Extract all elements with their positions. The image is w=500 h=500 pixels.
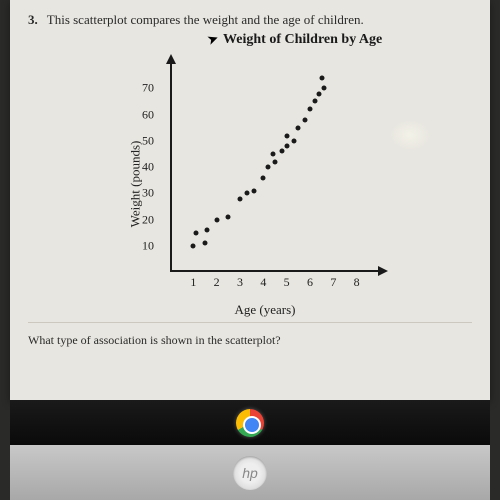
data-point [308, 107, 313, 112]
x-tick: 5 [284, 275, 290, 290]
worksheet-paper: 3. This scatterplot compares the weight … [10, 0, 490, 400]
y-axis-arrow-icon [166, 54, 176, 64]
y-tick: 30 [142, 186, 154, 201]
x-axis [170, 270, 380, 272]
data-point [322, 86, 327, 91]
laptop-body: hp [10, 445, 490, 500]
y-axis-label: Weight (pounds) [127, 141, 143, 228]
data-point [205, 228, 210, 233]
x-tick: 2 [214, 275, 220, 290]
data-point [270, 151, 275, 156]
data-point [317, 91, 322, 96]
data-point [312, 99, 317, 104]
chrome-icon[interactable] [236, 409, 264, 437]
data-point [280, 149, 285, 154]
data-point [273, 159, 278, 164]
cursor-icon: ➤ [205, 31, 220, 49]
data-point [266, 165, 271, 170]
y-tick: 50 [142, 133, 154, 148]
data-point [238, 196, 243, 201]
scatter-chart: Weight (pounds) Age (years) 102030405060… [100, 54, 400, 314]
taskbar [10, 400, 490, 445]
data-point [291, 138, 296, 143]
question-text: This scatterplot compares the weight and… [47, 12, 364, 27]
data-point [226, 214, 231, 219]
hp-logo-icon: hp [233, 456, 267, 490]
data-point [319, 75, 324, 80]
x-tick: 3 [237, 275, 243, 290]
x-axis-arrow-icon [378, 266, 388, 276]
x-tick: 7 [330, 275, 336, 290]
question-number: 3. [28, 12, 38, 27]
data-point [261, 175, 266, 180]
x-tick: 1 [190, 275, 196, 290]
y-tick: 40 [142, 160, 154, 175]
y-tick: 10 [142, 238, 154, 253]
y-tick: 20 [142, 212, 154, 227]
data-point [193, 230, 198, 235]
data-point [284, 144, 289, 149]
question-stem: 3. This scatterplot compares the weight … [28, 12, 472, 28]
chart-title: ➤ Weight of Children by Age [118, 32, 472, 48]
data-point [245, 191, 250, 196]
data-point [284, 133, 289, 138]
y-axis [170, 62, 172, 272]
x-tick: 4 [260, 275, 266, 290]
chart-title-text: Weight of Children by Age [223, 32, 382, 47]
data-point [296, 125, 301, 130]
x-tick: 8 [354, 275, 360, 290]
data-point [303, 117, 308, 122]
y-tick: 70 [142, 81, 154, 96]
data-point [191, 243, 196, 248]
data-point [214, 217, 219, 222]
sub-question: What type of association is shown in the… [28, 322, 472, 348]
y-tick: 60 [142, 107, 154, 122]
data-point [203, 241, 208, 246]
photo-frame: 3. This scatterplot compares the weight … [0, 0, 500, 500]
x-axis-label: Age (years) [235, 302, 296, 318]
plot-area: 1020304050607012345678 [170, 62, 380, 272]
data-point [252, 188, 257, 193]
x-tick: 6 [307, 275, 313, 290]
